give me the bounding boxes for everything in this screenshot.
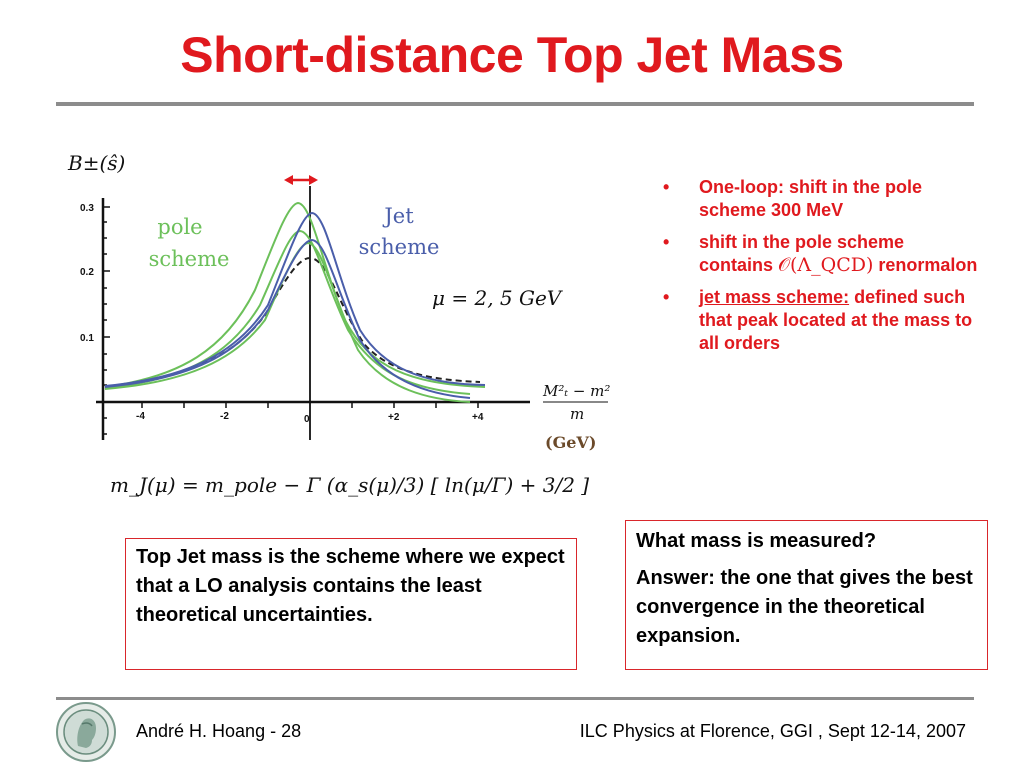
bullet-text: defined such that peak located at the ma… [699, 287, 973, 353]
mu-label: μ = 2, 5 GeV [432, 286, 564, 310]
footer-divider [56, 697, 974, 700]
x-tick-label: +2 [388, 412, 400, 423]
y-tick-label: 0.2 [80, 267, 94, 278]
bullet-math: 𝒪(Λ_QCD) [778, 254, 874, 276]
jet-mass-formula: m_J(μ) = m_pole − Γ (α_s(μ)/3) [ ln(μ/Γ)… [110, 473, 589, 497]
bullet-item: • One-loop: shift in the pole scheme 300… [663, 176, 983, 222]
x-tick-label: +4 [472, 412, 484, 423]
title-divider [56, 102, 974, 106]
x-axis-ticks [141, 402, 479, 408]
bullet-underlined-text: jet mass scheme: [699, 287, 850, 307]
slide-title: Short-distance Top Jet Mass [180, 27, 844, 83]
bullet-item: • jet mass scheme: defined such that pea… [663, 286, 983, 355]
x-axis-label: M²ₜ − m² [542, 382, 610, 400]
x-tick-label: -4 [136, 411, 145, 422]
jet-scheme-curves [104, 211, 486, 399]
lo-analysis-box: Top Jet mass is the scheme where we expe… [125, 538, 577, 670]
lo-analysis-text: Top Jet mass is the scheme where we expe… [136, 546, 565, 626]
jet-scheme-label: Jet [382, 204, 414, 228]
pole-scheme-label: scheme [149, 247, 230, 271]
key-points-list: • One-loop: shift in the pole scheme 300… [663, 176, 983, 364]
answer-text: Answer: the one that gives the best conv… [636, 567, 973, 647]
pole-scheme-curves [104, 201, 486, 403]
footer-event: ILC Physics at Florence, GGI , Sept 12-1… [579, 721, 966, 741]
bullet-dot: • [663, 232, 670, 252]
x-tick-label: -2 [220, 411, 229, 422]
bullet-text: shift in the pole scheme contains [699, 232, 905, 275]
y-tick-label: 0.1 [80, 333, 94, 344]
dashed-curve [104, 256, 481, 388]
bullet-dot: • [663, 177, 670, 197]
footer-author-page: André H. Hoang - 28 [136, 721, 302, 741]
shift-arrow [284, 175, 318, 185]
pole-scheme-label: pole [157, 215, 202, 239]
peak-distribution-figure: B±(ŝ) 0.3 0.2 0.1 -4 -2 0 +2 +4 [67, 151, 610, 497]
bullet-dot: • [663, 287, 670, 307]
bullet-text: One-loop: shift in the pole scheme 300 M… [699, 177, 922, 220]
jet-scheme-label: scheme [359, 235, 440, 259]
x-tick-label: 0 [304, 414, 310, 425]
bullet-item: • shift in the pole scheme contains 𝒪(Λ_… [663, 231, 983, 277]
y-tick-label: 0.3 [80, 203, 94, 214]
y-axis-label: B±(ŝ) [67, 151, 125, 175]
bullet-text: renormalon [873, 255, 978, 275]
x-axis-label: m [570, 405, 584, 423]
x-axis-unit: (GeV) [545, 433, 596, 452]
measured-mass-box: What mass is measured? Answer: the one t… [625, 520, 988, 670]
institute-seal-icon [56, 702, 116, 762]
question-text: What mass is measured? [636, 530, 877, 552]
